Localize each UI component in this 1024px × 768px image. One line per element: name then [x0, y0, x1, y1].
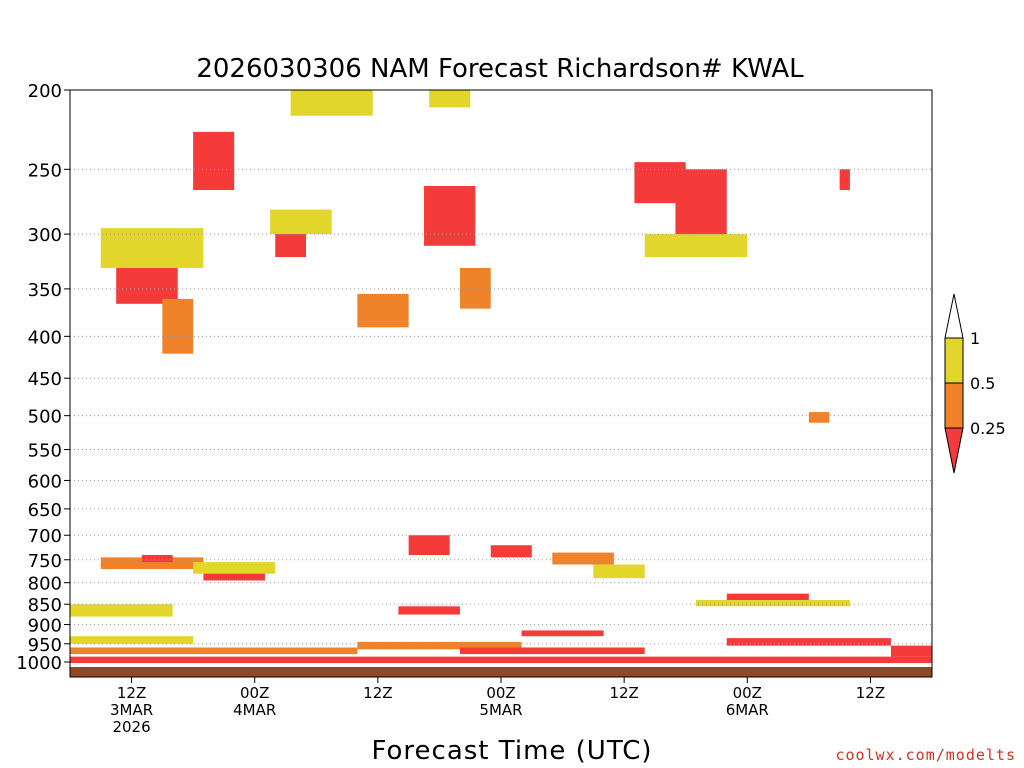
heatmap-region-19: [408, 535, 450, 555]
heatmap-region-26: [521, 630, 604, 637]
heatmap-region-3: [162, 298, 194, 354]
heatmap-cells: [70, 90, 932, 677]
site-credit: coolwx.com/modelts: [835, 746, 1016, 764]
colorbar-arrow-bottom: [944, 427, 964, 474]
heatmap-region-12: [644, 234, 748, 258]
y-tick-label-650: 650: [28, 500, 62, 521]
heatmap-region-17: [203, 571, 265, 581]
y-tick-label-500: 500: [28, 407, 62, 428]
heatmap-region-18: [193, 562, 276, 574]
heatmap-region-4: [193, 131, 235, 191]
y-tick-label-300: 300: [28, 225, 62, 246]
x-tick-label-0-1: 12Z: [117, 684, 146, 702]
chart-title: 2026030306 NAM Forecast Richardson# KWAL: [196, 54, 804, 84]
heatmap-region-24: [695, 600, 850, 607]
heatmap-region-13: [290, 90, 373, 116]
heatmap-region-29: [459, 647, 645, 655]
x-tick-label-5-1: 00Z: [733, 684, 762, 702]
y-tick-label-550: 550: [28, 441, 62, 462]
heatmap-region-2: [100, 228, 204, 268]
colorbar: 1 0.5 0.25: [944, 293, 1006, 474]
heatmap-region-31: [70, 636, 194, 644]
x-tick-label-4-1: 12Z: [609, 684, 638, 702]
heatmap-region-9: [459, 267, 491, 309]
heatmap-region-28: [357, 641, 522, 650]
y-tick-label-350: 350: [28, 280, 62, 301]
x-tick-label-0-3: 2026: [112, 718, 150, 736]
y-tick-label-950: 950: [28, 635, 62, 656]
x-tick-label-0-2: 3MAR: [110, 701, 153, 719]
heatmap-region-5: [270, 209, 332, 235]
x-tick-label-2-1: 12Z: [363, 684, 392, 702]
heatmap-region-0: [70, 656, 932, 664]
colorbar-label-0.5: 0.5: [970, 374, 995, 393]
y-tick-label-600: 600: [28, 471, 62, 492]
heatmap-region-25: [398, 606, 460, 615]
y-tick-label-200: 200: [28, 81, 62, 102]
x-tick-label-6-1: 12Z: [856, 684, 885, 702]
y-tick-label-700: 700: [28, 526, 62, 547]
heatmap-region-11: [675, 169, 727, 246]
x-tick-label-3-1: 00Z: [486, 684, 515, 702]
x-tick-label-3-2: 5MAR: [479, 701, 522, 719]
heatmap-region-15: [100, 557, 204, 570]
heatmap-region-8: [424, 185, 476, 246]
y-tick-label-750: 750: [28, 551, 62, 572]
x-tick-label-5-2: 6MAR: [726, 701, 769, 719]
y-tick-label-400: 400: [28, 327, 62, 348]
y-tick-label-900: 900: [28, 616, 62, 637]
heatmap-region-30: [70, 647, 358, 655]
heatmap-region-33: [808, 412, 830, 423]
colorbar-label-0.25: 0.25: [970, 419, 1006, 438]
x-tick-label-1-2: 4MAR: [233, 701, 276, 719]
colorbar-bin-orange: [944, 382, 964, 429]
colorbar-label-1: 1: [970, 329, 980, 348]
heatmap-region-22: [593, 564, 645, 579]
y-tick-label-850: 850: [28, 595, 62, 616]
heatmap-region-16: [141, 554, 173, 563]
x-tick-label-1-1: 00Z: [240, 684, 269, 702]
heatmap-region-21: [552, 552, 614, 565]
y-tick-label-450: 450: [28, 369, 62, 390]
heatmap-region-6: [275, 234, 307, 258]
colorbar-arrow-top: [944, 293, 964, 339]
heatmap-region-14: [429, 90, 471, 108]
heatmap-region-7: [357, 293, 409, 328]
ground-strip: [70, 667, 932, 677]
y-tick-label-250: 250: [28, 160, 62, 181]
heatmap-region-32: [70, 604, 173, 617]
heatmap-region-20: [490, 545, 532, 558]
heatmap-region-35: [890, 645, 932, 657]
y-tick-label-800: 800: [28, 574, 62, 595]
heatmap-region-34: [839, 169, 850, 191]
x-axis-label: Forecast Time (UTC): [371, 736, 652, 766]
y-tick-label-1000: 1000: [16, 653, 62, 674]
y-axis: 200 250 300 350 400 450 500 550 600 650 700 7508008…: [16, 81, 70, 674]
heatmap-region-23: [726, 593, 809, 601]
heatmap-region-27: [726, 638, 891, 646]
colorbar-bin-yellow: [944, 337, 964, 384]
